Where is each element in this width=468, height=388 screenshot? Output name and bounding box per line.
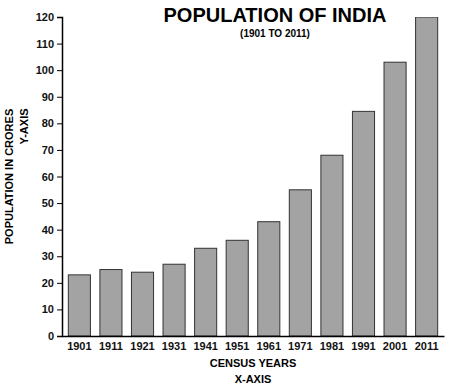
y-tick-mark (57, 256, 62, 257)
chart-svg: 0 10 20 30 40 50 60 70 80 90 100 110 120 1901 1911 1921… (0, 0, 468, 388)
plot: 0 10 20 30 40 50 60 70 80 90 100 110 120 1901 1911 1921… (36, 11, 445, 352)
x-axis-line (63, 336, 445, 338)
x-tick-label: 1961 (257, 340, 281, 352)
title: POPULATION OF INDIA (164, 4, 387, 26)
x-tick-label: 1981 (320, 340, 344, 352)
bar (131, 272, 153, 336)
y-tick: 10 (42, 303, 62, 315)
y-tick-label: 70 (42, 144, 54, 156)
y-tick: 80 (42, 117, 62, 129)
y-tick-mark (57, 123, 62, 124)
y-tick-mark (57, 44, 62, 45)
x-axis: 1901 1911 1921 1931 1941 1951 1961 1971 1981 1991… (63, 336, 445, 352)
y-axis-title: POPULATION IN CRORES (3, 109, 15, 244)
y-tick: 120 (36, 11, 62, 23)
bar (289, 190, 311, 336)
chart-container: 0 10 20 30 40 50 60 70 80 90 100 110 120 1901 1911 1921… (0, 0, 468, 388)
bar (258, 222, 280, 336)
x-tick-label: 1951 (225, 340, 249, 352)
y-tick-label: 110 (36, 38, 54, 50)
y-tick-mark (57, 336, 62, 337)
bar (195, 248, 217, 336)
y-tick-mark (57, 177, 62, 178)
y-tick: 100 (36, 64, 62, 76)
y-tick-label: 30 (42, 250, 54, 262)
y-tick: 20 (42, 277, 62, 289)
x-tick-label: 1991 (351, 340, 375, 352)
x-tick-label: 1901 (67, 340, 91, 352)
x-tick: 1911 (99, 336, 123, 352)
y-tick-mark (57, 150, 62, 151)
y-tick-mark (57, 309, 62, 310)
x-tick-label: 2011 (415, 340, 439, 352)
x-tick: 2011 (415, 336, 439, 352)
bar (384, 62, 406, 336)
x-tick-label: 1911 (99, 340, 123, 352)
bar (321, 155, 343, 336)
y-tick-label: 40 (42, 224, 54, 236)
bar (416, 17, 438, 336)
y-tick: 40 (42, 224, 62, 236)
y-tick-mark (57, 230, 62, 231)
y-tick: 50 (42, 197, 62, 209)
x-tick: 1921 (130, 336, 154, 352)
x-tick: 1931 (162, 336, 186, 352)
y-tick: 60 (42, 171, 62, 183)
y-axis-line (57, 18, 63, 337)
y-tick: 0 (48, 330, 62, 342)
subtitle: (1901 TO 2011) (240, 28, 310, 39)
y-tick-label: 120 (36, 11, 54, 23)
y-tick-label: 50 (42, 197, 54, 209)
x-tick: 1901 (67, 336, 91, 352)
y-axis: 0 10 20 30 40 50 60 70 80 90 100 110 120 (36, 11, 63, 342)
x-tick-label: 1921 (130, 340, 154, 352)
y-tick-mark (57, 70, 62, 71)
x-tick: 1961 (257, 336, 281, 352)
y-tick: 30 (42, 250, 62, 262)
y-tick-mark (57, 17, 62, 18)
x-axis-title: CENSUS YEARS (210, 357, 297, 369)
x-tick-label: 1941 (193, 340, 217, 352)
x-tick-label: 2001 (383, 340, 407, 352)
x-tick: 1951 (225, 336, 249, 352)
y-tick-label: 100 (36, 64, 54, 76)
x-tick: 2001 (383, 336, 407, 352)
y-tick-label: 60 (42, 171, 54, 183)
y-tick-label: 10 (42, 303, 54, 315)
x-tick-label: 1931 (162, 340, 186, 352)
x-tick: 1971 (288, 336, 312, 352)
bar (68, 275, 90, 336)
bar (163, 264, 185, 336)
y-tick-mark (57, 97, 62, 98)
bar (352, 111, 374, 336)
y-tick-label: 90 (42, 91, 54, 103)
x-tick-label: 1971 (288, 340, 312, 352)
bars (68, 17, 437, 336)
bar (226, 240, 248, 336)
y-axis-annotation: Y-AXIS (18, 108, 30, 144)
x-tick: 1991 (351, 336, 375, 352)
x-tick: 1941 (193, 336, 217, 352)
y-tick-label: 0 (48, 330, 54, 342)
bar (100, 270, 122, 336)
y-tick-mark (57, 283, 62, 284)
y-tick-mark (57, 203, 62, 204)
x-tick: 1981 (320, 336, 344, 352)
y-tick: 110 (36, 38, 62, 50)
y-tick-label: 80 (42, 117, 54, 129)
y-tick: 70 (42, 144, 62, 156)
y-tick-label: 20 (42, 277, 54, 289)
x-axis-annotation: X-AXIS (235, 373, 272, 385)
y-tick: 90 (42, 91, 62, 103)
